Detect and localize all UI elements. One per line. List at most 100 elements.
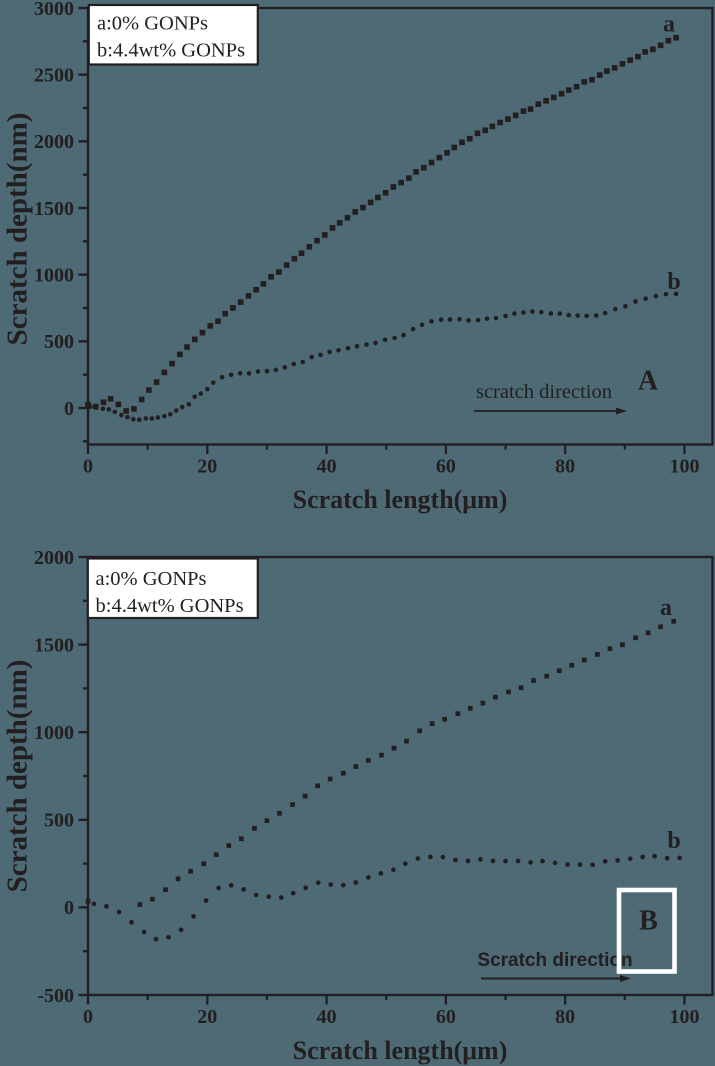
y-tick-label: 2000 (34, 131, 74, 153)
legend-entry: b:4.4wt% GONPs (96, 595, 244, 617)
data-point-circle (328, 882, 334, 887)
data-point-square (175, 876, 181, 882)
data-point-square (360, 204, 366, 211)
data-point-circle (539, 309, 544, 315)
data-point-square (169, 360, 175, 367)
data-point-circle (91, 901, 97, 907)
series-a-points (85, 34, 679, 414)
data-point-square (161, 369, 168, 376)
data-point-circle (228, 372, 234, 378)
y-tick-label: 1500 (34, 198, 74, 220)
data-point-circle (663, 291, 669, 297)
data-point-square (665, 37, 672, 44)
data-point-circle (291, 361, 297, 367)
data-point-square (276, 269, 282, 275)
data-point-square (497, 119, 503, 126)
data-point-square (291, 255, 298, 262)
data-point-square (283, 262, 290, 268)
data-point-circle (125, 414, 130, 420)
data-point-square (184, 344, 190, 350)
data-point-square (436, 154, 443, 161)
data-point-square (238, 836, 244, 842)
data-point-circle (155, 415, 161, 420)
data-point-circle (255, 369, 261, 374)
data-point-square (344, 214, 351, 221)
data-point-circle (664, 855, 670, 861)
y-tick-label: 0 (64, 398, 74, 420)
data-point-square (535, 101, 542, 107)
data-point-circle (419, 322, 425, 328)
data-point-square (199, 329, 206, 336)
data-point-square (340, 770, 346, 776)
data-point-square (556, 668, 562, 674)
data-point-circle (673, 291, 679, 297)
data-point-circle (612, 306, 618, 312)
x-tick-label: 60 (436, 456, 456, 478)
legend-entry: b:4.4wt% GONPs (97, 39, 245, 61)
data-point-square (150, 896, 155, 902)
data-point-square (131, 406, 137, 412)
panel-label-a: A (638, 366, 659, 397)
data-point-circle (106, 407, 112, 412)
y-tick-label: 3000 (34, 0, 74, 20)
data-point-square (627, 57, 633, 63)
data-point-square (327, 776, 333, 782)
data-point-square (213, 852, 219, 858)
chart-panel-a: 0 20 40 60 80 100050010001500200025003000Scra… (2, 0, 714, 514)
data-point-circle (410, 326, 416, 332)
data-point-square (569, 662, 575, 668)
data-point-square (188, 868, 193, 874)
data-point-circle (94, 405, 99, 411)
data-point-circle (216, 885, 221, 891)
data-point-square (429, 721, 435, 726)
data-point-circle (173, 408, 179, 413)
data-point-square (398, 179, 404, 186)
data-point-square (518, 685, 524, 691)
series-b-points (88, 291, 679, 423)
data-point-circle (179, 404, 185, 410)
panel-label-box (616, 887, 677, 974)
data-point-square (428, 159, 435, 166)
data-point-square (329, 225, 336, 231)
data-point-square (482, 127, 489, 134)
data-point-circle (602, 858, 608, 864)
data-point-circle (590, 862, 595, 868)
data-point-square (146, 387, 152, 393)
legend-entry: a:0% GONPs (96, 568, 207, 590)
data-point-circle (552, 860, 558, 866)
data-point-circle (153, 936, 159, 942)
data-point-circle (300, 359, 306, 365)
y-tick-label: 2000 (34, 547, 74, 569)
data-point-circle (602, 310, 608, 316)
data-point-square (375, 194, 381, 201)
data-point-circle (204, 386, 210, 392)
x-tick-label: 0 (83, 456, 93, 478)
data-point-square (306, 244, 313, 250)
data-point-circle (282, 365, 288, 370)
x-tick-label: 20 (197, 1006, 217, 1028)
data-point-square (604, 68, 610, 74)
data-point-circle (129, 919, 134, 925)
y-axis-title: Scratch depth(nm) (2, 113, 34, 346)
chart-panel-b: 0 20 40 60 80 100 -500 0 500 1000 1500 2000 Scratch … (2, 547, 714, 1065)
data-point-circle (557, 311, 563, 316)
data-point-square (421, 164, 427, 171)
data-point-circle (548, 311, 554, 316)
data-point-circle (530, 309, 535, 314)
data-point-circle (219, 374, 225, 380)
series-label-a: a (663, 12, 675, 38)
data-point-circle (382, 337, 388, 343)
data-point-square (466, 135, 473, 142)
data-point-circle (653, 293, 659, 299)
data-point-circle (457, 316, 462, 322)
x-axis-title: Scratch length(μm) (293, 485, 508, 514)
data-point-square (302, 793, 308, 799)
data-point-circle (465, 858, 471, 864)
data-point-circle (100, 406, 106, 412)
data-point-square (237, 299, 244, 305)
data-point-square (589, 76, 595, 83)
y-tick-label: 2500 (34, 64, 74, 86)
data-point-square (620, 642, 625, 648)
